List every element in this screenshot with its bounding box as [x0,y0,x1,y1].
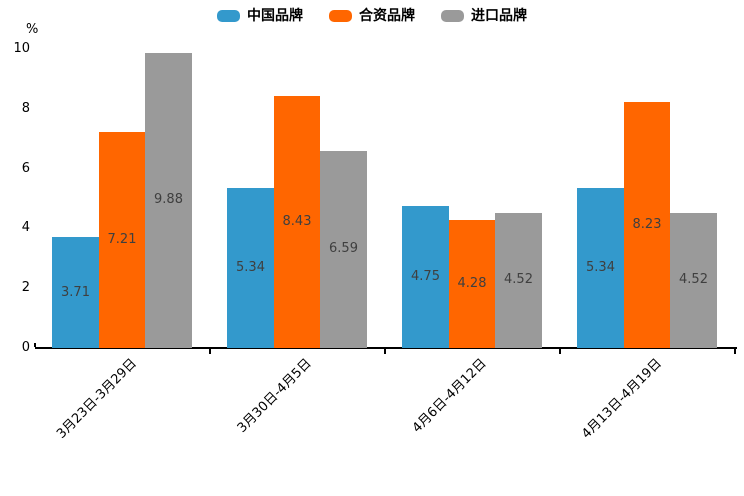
bar-value-label: 8.23 [632,216,662,232]
bar-series1-group3 [402,205,449,348]
legend-item: 进口品牌 [441,8,527,24]
bar-value-label: 8.43 [282,213,312,229]
y-tick-label: 4 [21,220,30,236]
bar-value-label: 4.52 [679,272,708,288]
bar-value-label: 3.71 [61,284,90,300]
x-axis-label: 4月6日-4月12日 [409,356,490,436]
legend-label: 合资品牌 [359,8,415,24]
x-axis-tick [383,349,386,354]
bar-series3-group3 [495,212,542,348]
bar-series3-group1 [145,52,192,348]
bar-series2-group4 [623,101,671,348]
bar-value-label: 4.75 [411,268,440,284]
bar-series2-group2 [273,95,321,348]
x-axis-label: 3月23日-3月29日 [53,356,140,442]
bar-value-label: 7.21 [107,232,137,248]
x-axis-tick [733,349,736,354]
bar-series1-group4 [577,188,624,348]
bar-value-label: 4.28 [457,276,487,291]
legend-label: 中国品牌 [247,8,303,24]
y-tick-label: 0 [21,340,30,355]
x-axis-label: 3月30日-4月5日 [234,356,315,436]
y-axis-unit-label: % [26,22,39,37]
x-axis-tick [33,343,36,347]
legend-label: 进口品牌 [471,8,527,24]
bar-value-label: 5.34 [586,260,615,276]
y-tick-label: 2 [21,280,30,296]
bar-series1-group2 [227,188,274,348]
legend-swatch [441,10,464,22]
y-tick-label: 6 [21,160,30,176]
legend-swatch [329,10,352,22]
chart-legend: 中国品牌 合资品牌 进口品牌 [0,8,744,24]
legend-item: 中国品牌 [217,8,303,24]
legend-item: 合资品牌 [329,8,415,24]
bar-value-label: 4.52 [504,272,533,288]
bar-series3-group2 [320,150,367,348]
legend-swatch [217,10,240,22]
x-axis-tick [558,349,561,354]
bar-series3-group4 [670,212,717,348]
bar-series2-group3 [448,220,496,348]
bar-series1-group1 [52,237,99,348]
x-axis-label: 4月13日-4月19日 [578,356,665,442]
x-axis-tick [208,349,211,354]
x-axis-line [34,347,737,349]
bar-value-label: 9.88 [154,192,183,208]
bar-value-label: 6.59 [329,241,358,257]
y-tick-label: 8 [21,100,30,116]
y-tick-label: 10 [13,41,30,56]
bar-value-label: 5.34 [236,260,265,276]
bar-series2-group1 [98,132,146,348]
